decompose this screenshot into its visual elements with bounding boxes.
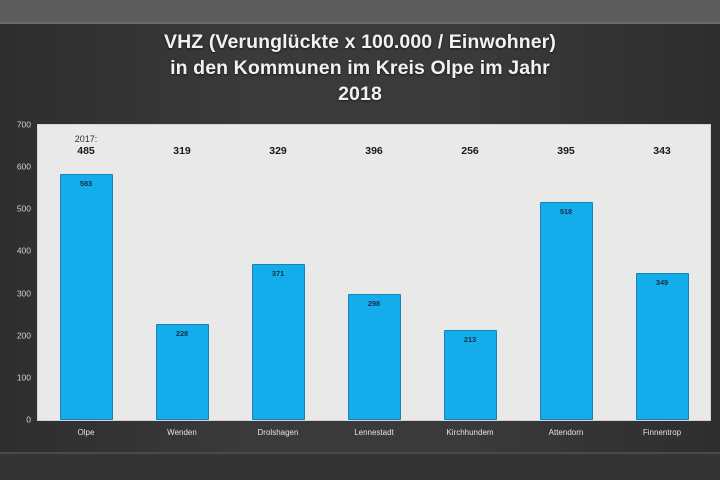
x-axis-label: Finnentrop xyxy=(642,428,682,437)
x-axis-label: Kirchhundem xyxy=(446,428,494,437)
y-axis-tick: 500 xyxy=(16,203,31,214)
bar-value-label: 349 xyxy=(655,277,669,287)
x-axis-label: Olpe xyxy=(77,428,95,437)
slide-bottom-band xyxy=(0,454,720,480)
bar[interactable]: 298 xyxy=(347,294,401,420)
x-axis-label: Attendorn xyxy=(548,428,584,437)
y-axis: 700 600 500 400 300 200 100 0 xyxy=(0,118,34,425)
slide-top-band xyxy=(0,0,720,23)
bar[interactable]: 518 xyxy=(539,201,593,420)
bar-slot: 518 xyxy=(518,125,614,420)
y-axis-tick: 300 xyxy=(16,288,31,299)
bar-slot: 298 xyxy=(326,125,422,420)
plot-area: 583 228 371 298 213 518 349 xyxy=(38,125,710,420)
bar[interactable]: 349 xyxy=(635,272,689,420)
chart-title: VHZ (Verunglückte x 100.000 / Einwohner)… xyxy=(30,29,690,107)
slide-top-band-edge xyxy=(0,22,720,24)
chart-title-line-1: VHZ (Verunglückte x 100.000 / Einwohner) xyxy=(164,31,556,53)
y-axis-tick: 200 xyxy=(16,330,31,341)
bar-slot: 228 xyxy=(134,125,230,420)
x-axis-label: Drolshagen xyxy=(257,428,299,437)
bar[interactable]: 228 xyxy=(155,323,209,420)
bar[interactable]: 371 xyxy=(251,263,305,420)
bar-value-label: 213 xyxy=(463,335,477,345)
bar-slot: 371 xyxy=(230,125,326,420)
bar-value-label: 583 xyxy=(79,179,93,189)
bar-value-label: 518 xyxy=(559,206,573,216)
y-axis-tick: 100 xyxy=(16,372,31,383)
y-axis-tick: 400 xyxy=(16,245,31,256)
bar-series-2018: 583 228 371 298 213 518 349 xyxy=(38,125,710,420)
y-axis-tick: 700 xyxy=(16,119,31,130)
chart-title-line-2: in den Kommunen im Kreis Olpe im Jahr xyxy=(170,57,550,79)
y-axis-tick: 0 xyxy=(26,414,31,425)
chart-plot-wrapper: 700 600 500 400 300 200 100 0 583 228 371 298 213 51… xyxy=(0,118,720,448)
chart-title-line-3: 2018 xyxy=(338,83,382,105)
bar-slot: 213 xyxy=(422,125,518,420)
x-axis-label: Lennestadt xyxy=(354,428,394,437)
x-axis-category-labels: Olpe Wenden Drolshagen Lennestadt Kirchhunde… xyxy=(38,428,710,438)
bar-slot: 349 xyxy=(614,125,710,420)
bar[interactable]: 213 xyxy=(443,330,497,420)
bar-value-label: 371 xyxy=(271,268,285,278)
bar-value-label: 228 xyxy=(175,328,189,338)
bar[interactable]: 583 xyxy=(59,174,113,420)
slide-bottom-divider xyxy=(0,452,720,454)
bar-slot: 583 xyxy=(38,125,134,420)
bar-value-label: 298 xyxy=(367,299,381,309)
x-axis-label: Wenden xyxy=(167,428,197,437)
y-axis-tick: 600 xyxy=(16,161,31,172)
